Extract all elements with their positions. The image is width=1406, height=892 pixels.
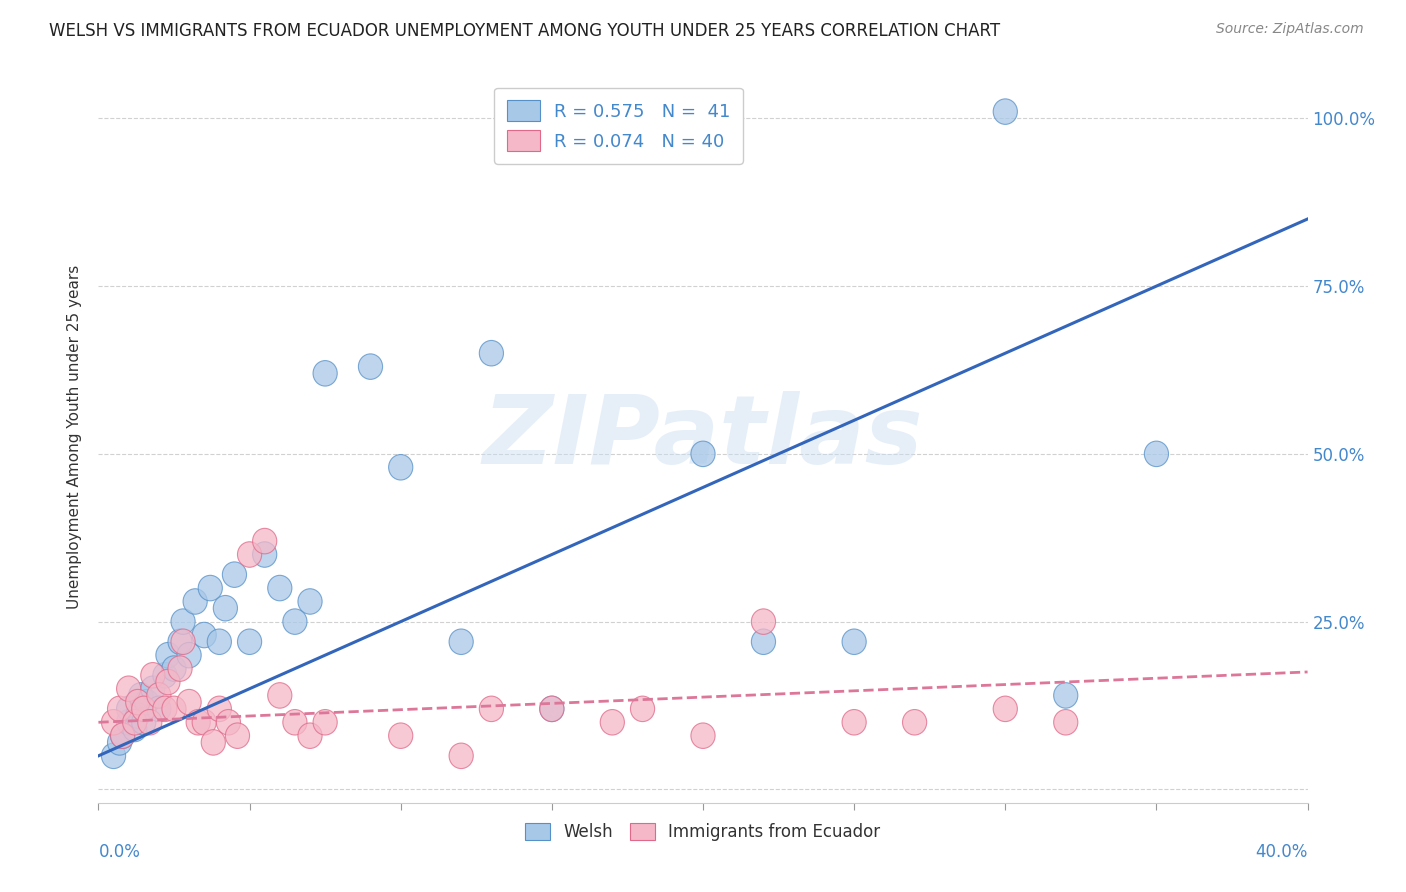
Ellipse shape xyxy=(253,541,277,567)
Ellipse shape xyxy=(193,709,217,735)
Ellipse shape xyxy=(479,696,503,722)
Ellipse shape xyxy=(214,596,238,621)
Ellipse shape xyxy=(122,709,146,735)
Ellipse shape xyxy=(201,730,225,756)
Ellipse shape xyxy=(177,690,201,714)
Ellipse shape xyxy=(111,723,135,748)
Ellipse shape xyxy=(153,696,177,722)
Ellipse shape xyxy=(540,696,564,722)
Ellipse shape xyxy=(117,709,141,735)
Ellipse shape xyxy=(101,743,125,769)
Ellipse shape xyxy=(141,676,165,701)
Ellipse shape xyxy=(132,696,156,722)
Ellipse shape xyxy=(842,709,866,735)
Ellipse shape xyxy=(111,723,135,748)
Ellipse shape xyxy=(479,341,503,366)
Ellipse shape xyxy=(1053,709,1078,735)
Ellipse shape xyxy=(314,360,337,386)
Ellipse shape xyxy=(267,682,292,708)
Ellipse shape xyxy=(135,690,159,714)
Ellipse shape xyxy=(117,696,141,722)
Ellipse shape xyxy=(162,696,186,722)
Ellipse shape xyxy=(207,629,232,655)
Ellipse shape xyxy=(600,709,624,735)
Ellipse shape xyxy=(141,663,165,688)
Ellipse shape xyxy=(107,730,132,756)
Ellipse shape xyxy=(842,629,866,655)
Ellipse shape xyxy=(167,656,193,681)
Ellipse shape xyxy=(107,696,132,722)
Legend: Welsh, Immigrants from Ecuador: Welsh, Immigrants from Ecuador xyxy=(517,814,889,849)
Ellipse shape xyxy=(993,99,1018,124)
Ellipse shape xyxy=(283,709,307,735)
Ellipse shape xyxy=(122,716,146,742)
Ellipse shape xyxy=(993,696,1018,722)
Ellipse shape xyxy=(1144,442,1168,467)
Text: 40.0%: 40.0% xyxy=(1256,843,1308,861)
Ellipse shape xyxy=(690,442,716,467)
Ellipse shape xyxy=(183,589,207,615)
Ellipse shape xyxy=(156,669,180,695)
Ellipse shape xyxy=(253,528,277,554)
Ellipse shape xyxy=(198,575,222,601)
Text: ZIPatlas: ZIPatlas xyxy=(482,391,924,483)
Ellipse shape xyxy=(129,682,153,708)
Ellipse shape xyxy=(690,723,716,748)
Ellipse shape xyxy=(177,642,201,668)
Ellipse shape xyxy=(162,656,186,681)
Ellipse shape xyxy=(217,709,240,735)
Ellipse shape xyxy=(146,696,172,722)
Ellipse shape xyxy=(449,743,474,769)
Ellipse shape xyxy=(283,609,307,634)
Text: WELSH VS IMMIGRANTS FROM ECUADOR UNEMPLOYMENT AMONG YOUTH UNDER 25 YEARS CORRELA: WELSH VS IMMIGRANTS FROM ECUADOR UNEMPLO… xyxy=(49,22,1000,40)
Ellipse shape xyxy=(138,709,162,735)
Ellipse shape xyxy=(117,676,141,701)
Y-axis label: Unemployment Among Youth under 25 years: Unemployment Among Youth under 25 years xyxy=(67,265,83,609)
Ellipse shape xyxy=(222,562,246,588)
Ellipse shape xyxy=(172,629,195,655)
Ellipse shape xyxy=(207,696,232,722)
Ellipse shape xyxy=(125,703,150,728)
Ellipse shape xyxy=(156,642,180,668)
Ellipse shape xyxy=(359,354,382,379)
Ellipse shape xyxy=(146,682,172,708)
Ellipse shape xyxy=(172,609,195,634)
Ellipse shape xyxy=(298,589,322,615)
Ellipse shape xyxy=(125,690,150,714)
Ellipse shape xyxy=(132,709,156,735)
Text: 0.0%: 0.0% xyxy=(98,843,141,861)
Ellipse shape xyxy=(186,709,211,735)
Ellipse shape xyxy=(167,629,193,655)
Text: Source: ZipAtlas.com: Source: ZipAtlas.com xyxy=(1216,22,1364,37)
Ellipse shape xyxy=(314,709,337,735)
Ellipse shape xyxy=(153,663,177,688)
Ellipse shape xyxy=(388,455,413,480)
Ellipse shape xyxy=(540,696,564,722)
Ellipse shape xyxy=(225,723,250,748)
Ellipse shape xyxy=(238,541,262,567)
Ellipse shape xyxy=(298,723,322,748)
Ellipse shape xyxy=(751,609,776,634)
Ellipse shape xyxy=(388,723,413,748)
Ellipse shape xyxy=(1053,682,1078,708)
Ellipse shape xyxy=(903,709,927,735)
Ellipse shape xyxy=(238,629,262,655)
Ellipse shape xyxy=(630,696,655,722)
Ellipse shape xyxy=(449,629,474,655)
Ellipse shape xyxy=(101,709,125,735)
Ellipse shape xyxy=(267,575,292,601)
Ellipse shape xyxy=(193,623,217,648)
Ellipse shape xyxy=(751,629,776,655)
